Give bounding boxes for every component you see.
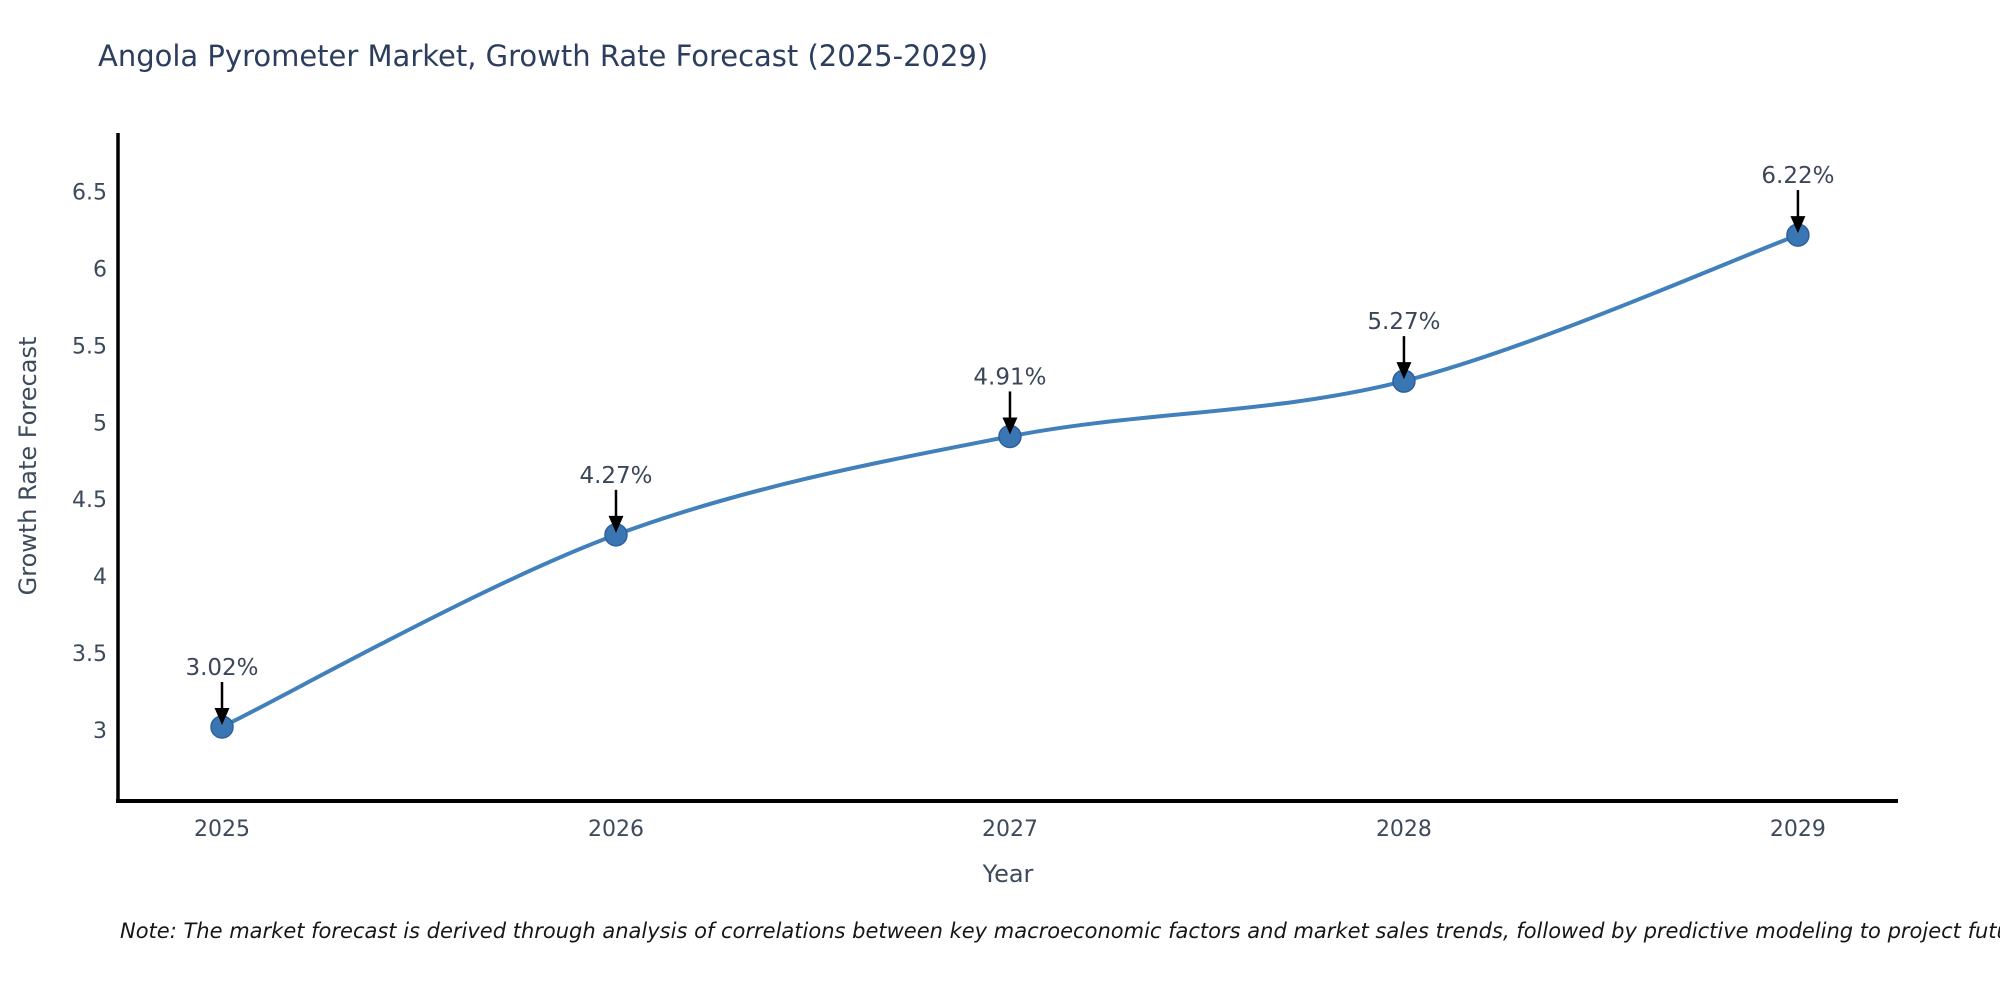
annotation-arrowhead (1002, 417, 1018, 435)
x-axis-label: Year (982, 860, 1034, 888)
annotation-arrowhead (214, 707, 230, 725)
x-tick-label: 2027 (982, 817, 1038, 842)
x-tick-label: 2029 (1770, 817, 1826, 842)
data-point-annotations: 3.02% 4.27% 4.91% 5.27% 6.22% (185, 163, 1834, 725)
chart-title: Angola Pyrometer Market, Growth Rate For… (98, 39, 988, 73)
y-tick-label: 6.5 (72, 181, 107, 206)
y-tick-label: 4 (93, 565, 107, 590)
data-point-annotation: 3.02% (185, 655, 259, 725)
annotation-arrowhead (1396, 362, 1412, 380)
x-axis-ticks: 2025 2026 2027 2028 2029 (194, 817, 1826, 842)
data-point-value-label: 4.91% (973, 364, 1046, 390)
annotation-arrowhead (608, 515, 624, 533)
y-tick-label: 6 (93, 258, 107, 283)
y-tick-label: 5 (93, 411, 107, 436)
data-point-annotation: 5.27% (1367, 309, 1440, 380)
footnote: Note: The market forecast is derived thr… (120, 919, 2000, 943)
data-point-value-label: 4.27% (579, 463, 652, 489)
data-point-markers (210, 223, 1810, 739)
data-point-annotation: 6.22% (1761, 163, 1834, 234)
y-tick-label: 3 (93, 719, 107, 744)
annotation-arrowhead (1790, 216, 1806, 234)
y-axis-ticks: 3 3.5 4 4.5 5 5.5 6 6.5 (72, 181, 107, 744)
y-axis-label: Growth Rate Forecast (14, 337, 42, 596)
series-line (220, 233, 1800, 729)
data-point-annotation: 4.27% (579, 463, 653, 533)
y-tick-label: 3.5 (72, 642, 107, 667)
x-tick-label: 2026 (588, 817, 644, 842)
x-tick-label: 2025 (194, 817, 250, 842)
y-tick-label: 4.5 (72, 488, 107, 513)
data-point-value-label: 6.22% (1761, 163, 1834, 189)
y-tick-label: 5.5 (72, 334, 107, 359)
x-tick-label: 2028 (1376, 817, 1432, 842)
data-point-value-label: 5.27% (1367, 309, 1440, 335)
data-point-annotation: 4.91% (973, 364, 1047, 435)
data-point-value-label: 3.02% (185, 655, 258, 681)
